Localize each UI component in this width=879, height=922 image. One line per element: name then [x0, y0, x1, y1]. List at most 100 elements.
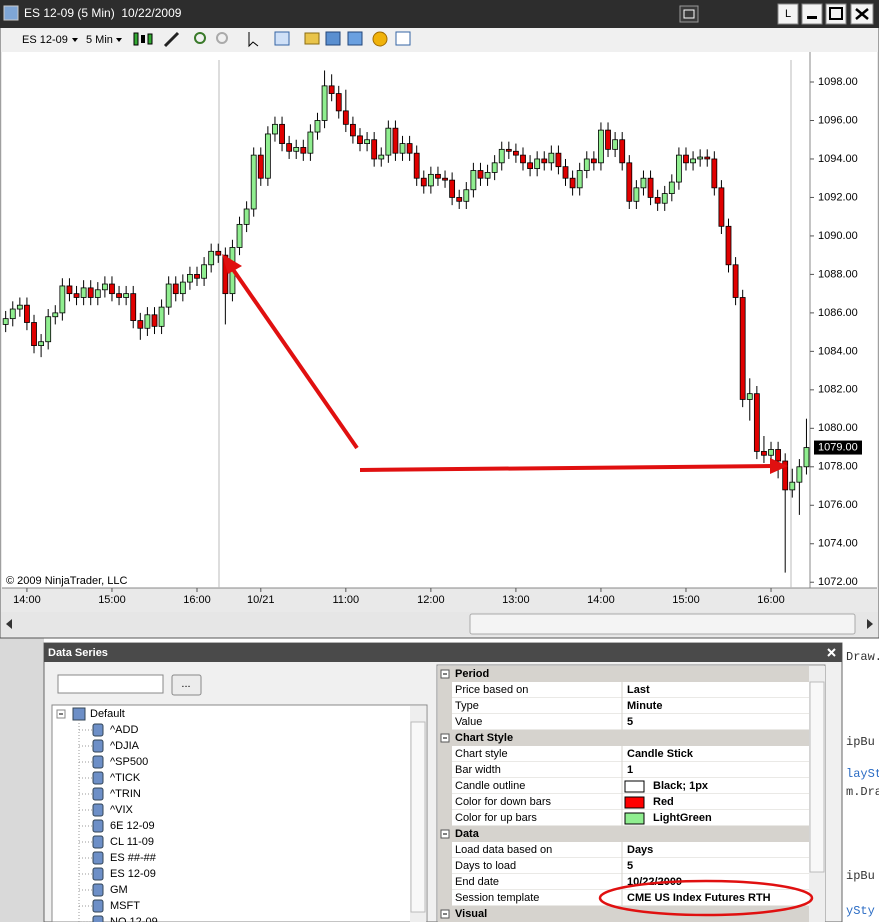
minimize-button[interactable] — [801, 3, 823, 25]
tree-root[interactable]: Default — [90, 708, 125, 720]
candle-body — [264, 133, 271, 179]
candle-body — [605, 129, 611, 150]
candle-body — [612, 139, 619, 150]
x-tick-label: 13:00 — [502, 594, 530, 606]
tree-item[interactable]: ^TRIN — [110, 788, 141, 800]
y-tick-label: 1082.00 — [818, 384, 858, 396]
property-row[interactable] — [438, 778, 809, 794]
property-row[interactable] — [438, 858, 809, 874]
candle-body — [675, 154, 682, 183]
property-row[interactable] — [438, 890, 809, 906]
tree-item[interactable]: ^TICK — [110, 772, 141, 784]
candle-body — [711, 158, 718, 189]
candle-body — [24, 304, 30, 323]
candle-body — [94, 289, 101, 298]
tree-icon — [92, 787, 104, 801]
candle-body — [364, 139, 370, 144]
y-tick-label: 1074.00 — [818, 538, 858, 550]
scroll-right[interactable] — [867, 619, 873, 629]
y-tick-label: 1088.00 — [818, 268, 858, 280]
search-input[interactable] — [57, 674, 164, 694]
tree-item[interactable]: 6E 12-09 — [110, 820, 155, 832]
properties-tool[interactable] — [274, 31, 290, 46]
tree-item[interactable]: ^ADD — [110, 724, 138, 736]
data-box-tool[interactable] — [395, 31, 411, 46]
candle-body — [109, 283, 115, 295]
y-tick-label: 1096.00 — [818, 114, 858, 126]
section-header — [438, 906, 809, 922]
row-gutter — [438, 874, 452, 890]
browse-button[interactable] — [171, 674, 202, 696]
tree-item[interactable]: MSFT — [110, 900, 140, 912]
interval-selector[interactable]: 5 Min — [86, 34, 113, 46]
section-title: Period — [455, 668, 489, 680]
candle-body — [144, 314, 151, 329]
trade-tool[interactable] — [372, 31, 388, 47]
property-row[interactable] — [438, 810, 809, 826]
instrument-selector[interactable]: ES 12-09 — [22, 34, 68, 46]
x-tick-label: 16:00 — [183, 594, 211, 606]
scroll-thumb[interactable] — [469, 613, 856, 635]
y-tick-label: 1084.00 — [818, 345, 858, 357]
y-tick-label: 1090.00 — [818, 230, 858, 242]
tree-item[interactable]: ES 12-09 — [110, 868, 156, 880]
chart-tool[interactable] — [347, 31, 363, 46]
last-price-label: 1079.00 — [818, 441, 858, 453]
tree-icon — [92, 819, 104, 833]
x-tick-label: 15:00 — [98, 594, 126, 606]
property-value: Red — [653, 796, 674, 808]
tree-icon — [92, 883, 104, 897]
property-row[interactable] — [438, 698, 809, 714]
tree-item[interactable]: ES ##-## — [110, 852, 157, 864]
candle-body — [498, 148, 505, 164]
tree-scroll-thumb[interactable] — [410, 721, 426, 913]
property-row[interactable] — [438, 794, 809, 810]
highlight-ellipse — [598, 879, 814, 917]
close-icon — [855, 8, 869, 20]
tree-item[interactable]: NQ 12-09 — [110, 916, 158, 922]
property-row[interactable] — [438, 762, 809, 778]
candle-body — [59, 285, 66, 314]
x-tick-label: 15:00 — [672, 594, 700, 606]
property-row[interactable] — [438, 746, 809, 762]
candle-body — [761, 451, 767, 456]
property-row[interactable] — [438, 874, 809, 890]
tree-item[interactable]: ^SP500 — [110, 756, 148, 768]
candle-body — [335, 93, 342, 112]
property-row[interactable] — [438, 714, 809, 730]
candle-body — [300, 147, 307, 154]
candle-tool — [141, 35, 145, 43]
annotation-arrows — [222, 254, 788, 474]
x-tick-label: 12:00 — [417, 594, 445, 606]
minimize-icon — [807, 16, 817, 19]
candle-body — [378, 154, 385, 160]
candle-body — [541, 158, 548, 164]
property-row[interactable] — [438, 682, 809, 698]
candle-body — [307, 131, 314, 154]
draw-tool[interactable] — [163, 31, 180, 48]
candle-body — [527, 162, 533, 169]
pointer-tool[interactable] — [248, 32, 259, 48]
property-row[interactable] — [438, 842, 809, 858]
dialog-close[interactable] — [827, 648, 836, 657]
y-tick-label: 1098.00 — [818, 76, 858, 88]
candle-body — [357, 135, 363, 144]
candle-body — [513, 150, 519, 156]
color-swatch — [624, 780, 645, 793]
tree-item[interactable]: ^DJIA — [110, 740, 140, 752]
scroll-left[interactable] — [6, 619, 12, 629]
candle-body — [477, 170, 484, 179]
grid-scroll-thumb[interactable] — [809, 681, 825, 873]
zoom-out[interactable] — [216, 32, 228, 44]
strategy-tool[interactable] — [304, 32, 320, 45]
tree-item[interactable]: GM — [110, 884, 128, 896]
restore-button[interactable] — [679, 5, 699, 23]
indicator-tool[interactable] — [325, 31, 341, 46]
zoom-in[interactable] — [194, 32, 206, 44]
layout-button[interactable] — [777, 3, 799, 25]
candle-tool[interactable] — [133, 32, 139, 46]
tree-item[interactable]: CL 11-09 — [110, 836, 154, 848]
tree-item[interactable]: ^VIX — [110, 804, 134, 816]
candle-body — [158, 306, 165, 327]
candle-body — [661, 193, 668, 204]
